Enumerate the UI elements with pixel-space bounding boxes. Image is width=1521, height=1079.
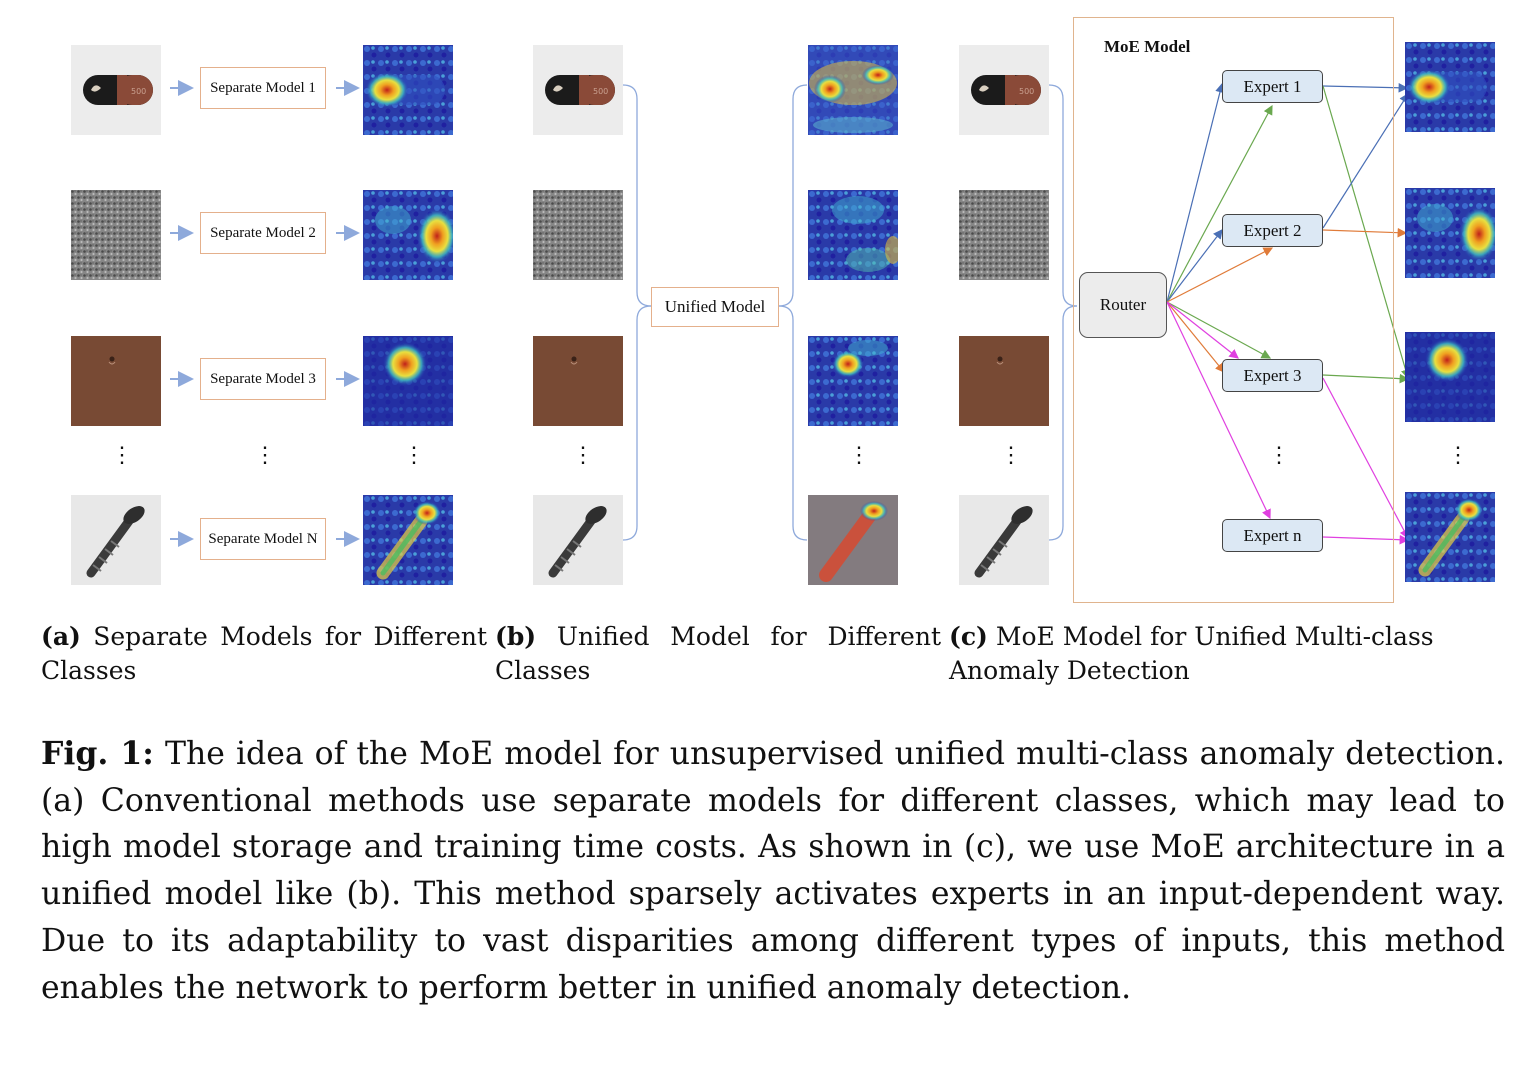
- carpet-heatmap: [363, 190, 453, 280]
- subcaption-b-tag: (b): [495, 622, 537, 651]
- leather-heatmap: [808, 336, 898, 426]
- ellipsis-vertical: ⋮: [848, 443, 870, 468]
- leather-heatmap: [363, 336, 453, 426]
- subcaption-a: (a) Separate Models for Different Classe…: [41, 620, 487, 688]
- screw-heatmap: [363, 495, 453, 585]
- expert-1-box: Expert 1: [1222, 70, 1323, 103]
- subcaption-a-text: Separate Models for Different Classes: [41, 622, 487, 685]
- capsule-heatmap: [363, 45, 453, 135]
- panel-a-arrows: [170, 80, 360, 547]
- ellipsis-vertical: ⋮: [1268, 443, 1290, 468]
- separate-model-3-box: Separate Model 3: [200, 358, 326, 400]
- panel-c-brackets: [1048, 84, 1078, 541]
- leather-image: [71, 336, 161, 426]
- carpet-image: [533, 190, 623, 280]
- leather-image: [533, 336, 623, 426]
- separate-model-2-box: Separate Model 2: [200, 212, 326, 254]
- carpet-heatmap: [1405, 188, 1495, 278]
- leather-image: [959, 336, 1049, 426]
- leather-heatmap: [1405, 332, 1495, 422]
- capsule-image: [533, 45, 623, 135]
- subcaption-b: (b) Unified Model for Different Classes: [495, 620, 941, 688]
- subcaption-c: (c) MoE Model for Unified Multi-class An…: [949, 620, 1505, 688]
- screw-heatmap: [1405, 492, 1495, 582]
- subcaption-c-tag: (c): [949, 622, 988, 651]
- capsule-image: [959, 45, 1049, 135]
- router-to-expert-arrows: [1166, 82, 1274, 520]
- expert-3-box: Expert 3: [1222, 359, 1323, 392]
- moe-model-title: MoE Model: [1104, 37, 1191, 56]
- screw-image: [959, 495, 1049, 585]
- expert-n-box: Expert n: [1222, 519, 1323, 552]
- figure-caption: Fig. 1: The idea of the MoE model for un…: [41, 731, 1505, 1011]
- capsule-heatmap: [1405, 42, 1495, 132]
- ellipsis-vertical: ⋮: [403, 443, 425, 468]
- figure-label: Fig. 1:: [41, 735, 154, 772]
- subcaption-a-tag: (a): [41, 622, 81, 651]
- ellipsis-vertical: ⋮: [1000, 443, 1022, 468]
- capsule-heatmap: [808, 45, 898, 135]
- carpet-image: [959, 190, 1049, 280]
- expert-2-box: Expert 2: [1222, 214, 1323, 247]
- subcaption-c-text: MoE Model for Unified Multi-class Anomal…: [949, 622, 1434, 685]
- ellipsis-vertical: ⋮: [111, 443, 133, 468]
- unified-model-box: Unified Model: [651, 287, 779, 327]
- separate-model-n-box: Separate Model N: [200, 518, 326, 560]
- screw-heatmap: [808, 495, 898, 585]
- subcaption-b-text: Unified Model for Different Classes: [495, 622, 941, 685]
- panel-b-brackets: [622, 84, 808, 541]
- capsule-image: [71, 45, 161, 135]
- ellipsis-vertical: ⋮: [254, 443, 276, 468]
- screw-image: [533, 495, 623, 585]
- figure-caption-text: The idea of the MoE model for unsupervis…: [41, 736, 1505, 1006]
- carpet-image: [71, 190, 161, 280]
- router-box: Router: [1079, 272, 1167, 338]
- moe-model-frame: [1073, 17, 1394, 603]
- separate-model-1-box: Separate Model 1: [200, 67, 326, 109]
- carpet-heatmap: [808, 190, 898, 280]
- ellipsis-vertical: ⋮: [1447, 443, 1469, 468]
- ellipsis-vertical: ⋮: [572, 443, 594, 468]
- screw-image: [71, 495, 161, 585]
- figure-1: 500: [71, 17, 1495, 603]
